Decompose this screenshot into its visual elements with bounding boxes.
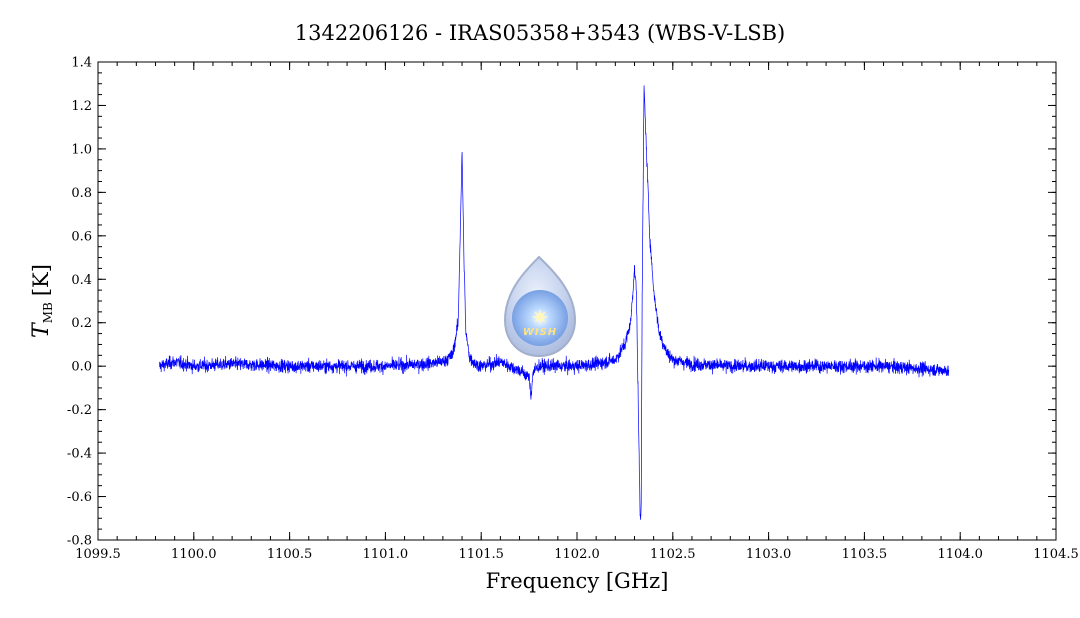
wish-star-icon: ✷ xyxy=(531,306,549,331)
x-tick-label: 1100.0 xyxy=(171,547,217,562)
y-tick-label: -0.8 xyxy=(67,534,92,549)
spectrum-line xyxy=(158,85,950,520)
y-tick-label: 1.4 xyxy=(71,56,92,71)
x-tick-label: 1099.5 xyxy=(75,547,121,562)
plot-area xyxy=(158,85,950,520)
y-tick-label: -0.6 xyxy=(67,490,92,505)
y-tick-label: 0.2 xyxy=(71,316,92,331)
y-axis-label-main: T xyxy=(29,321,54,338)
y-tick-label: 0.4 xyxy=(71,273,92,288)
wish-watermark: ✷ WISH xyxy=(503,255,577,358)
y-tick-label: 0.6 xyxy=(71,229,92,244)
y-tick-label: 0.0 xyxy=(71,360,92,375)
x-tick-label: 1104.0 xyxy=(937,547,983,562)
x-tick-label: 1100.5 xyxy=(267,547,313,562)
x-tick-label: 1103.0 xyxy=(746,547,792,562)
x-tick-label: 1102.5 xyxy=(650,547,696,562)
wish-orb-icon xyxy=(512,290,568,346)
x-tick-label: 1101.5 xyxy=(458,547,504,562)
y-axis-label-unit: [K] xyxy=(29,264,53,296)
x-tick-label: 1101.0 xyxy=(363,547,409,562)
y-tick-label: 1.2 xyxy=(71,99,92,114)
x-axis-label: Frequency [GHz] xyxy=(486,569,669,593)
plot-frame xyxy=(97,61,1057,541)
y-tick-label: -0.4 xyxy=(67,447,92,462)
x-tick-label: 1102.0 xyxy=(554,547,600,562)
y-tick-label: 0.8 xyxy=(71,186,92,201)
chart-title: 1342206126 - IRAS05358+3543 (WBS-V-LSB) xyxy=(295,21,785,45)
x-tick-label: 1104.5 xyxy=(1033,547,1079,562)
x-tick-label: 1103.5 xyxy=(842,547,888,562)
y-axis-label-sub: MB xyxy=(41,302,55,323)
y-axis-label: TMB [K] xyxy=(29,264,55,338)
svg-text:TMB[K]: TMB [K] xyxy=(29,264,55,338)
y-tick-label: 1.0 xyxy=(71,142,92,157)
wish-logo-text: WISH xyxy=(523,327,557,338)
axis-ticks: 1099.5 1100.0 1100.5 1101.0 1101.5 1102.0 1102… xyxy=(67,56,1079,563)
y-tick-label: -0.2 xyxy=(67,403,92,418)
